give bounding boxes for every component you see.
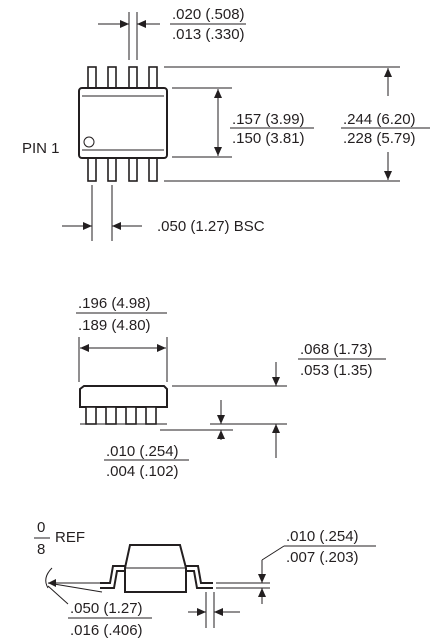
foot-length-min: .016 (.406) — [70, 622, 143, 639]
body-length-min: .189 (4.80) — [78, 317, 151, 334]
body-height-min: .053 (1.35) — [300, 362, 373, 379]
top-view: .020 (.508) .013 (.330) PIN 1 .157 (3.99… — [22, 6, 430, 241]
body-length-max: .196 (4.98) — [78, 295, 151, 312]
pitch-label: .050 (1.27) BSC — [157, 218, 265, 235]
lead-width-min: .013 (.330) — [172, 26, 245, 43]
overall-width-max: .244 (6.20) — [343, 111, 416, 128]
foot-length-max: .050 (1.27) — [70, 600, 143, 617]
package-body-side — [79, 385, 168, 408]
pin1-dot — [83, 136, 95, 148]
body-width-min: .150 (3.81) — [232, 130, 305, 147]
angle-bottom: 8 — [37, 541, 45, 558]
angle-ref: REF — [55, 529, 85, 546]
standoff-max: .010 (.254) — [106, 443, 179, 460]
lead-thickness-min: .007 (.203) — [286, 549, 359, 566]
body-width-max: .157 (3.99) — [232, 111, 305, 128]
overall-width-min: .228 (5.79) — [343, 130, 416, 147]
angle-top: 0 — [37, 519, 45, 536]
body-height-max: .068 (1.73) — [300, 341, 373, 358]
end-view: 0 8 REF .010 (.254) .007 (.203) — [34, 519, 376, 639]
package-body-top — [78, 87, 168, 159]
standoff-min: .004 (.102) — [106, 463, 179, 480]
pin1-label: PIN 1 — [22, 140, 60, 157]
lead-thickness-max: .010 (.254) — [286, 528, 359, 545]
side-view: .196 (4.98) .189 (4.80) .068 (1.73) .053… — [76, 295, 386, 480]
lead-width-max: .020 (.508) — [172, 6, 245, 23]
